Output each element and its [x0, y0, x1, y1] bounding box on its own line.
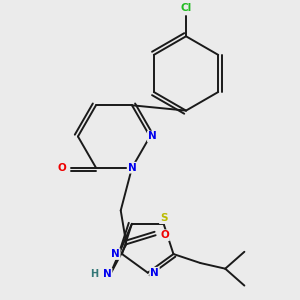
Text: N: N — [150, 268, 159, 278]
Text: N: N — [148, 131, 157, 142]
Text: Cl: Cl — [180, 3, 192, 13]
Text: N: N — [111, 249, 120, 259]
Text: O: O — [58, 163, 67, 173]
Text: N: N — [128, 163, 136, 173]
Text: S: S — [160, 213, 167, 223]
Text: O: O — [160, 230, 169, 240]
Text: N: N — [103, 268, 112, 278]
Text: H: H — [90, 268, 98, 278]
